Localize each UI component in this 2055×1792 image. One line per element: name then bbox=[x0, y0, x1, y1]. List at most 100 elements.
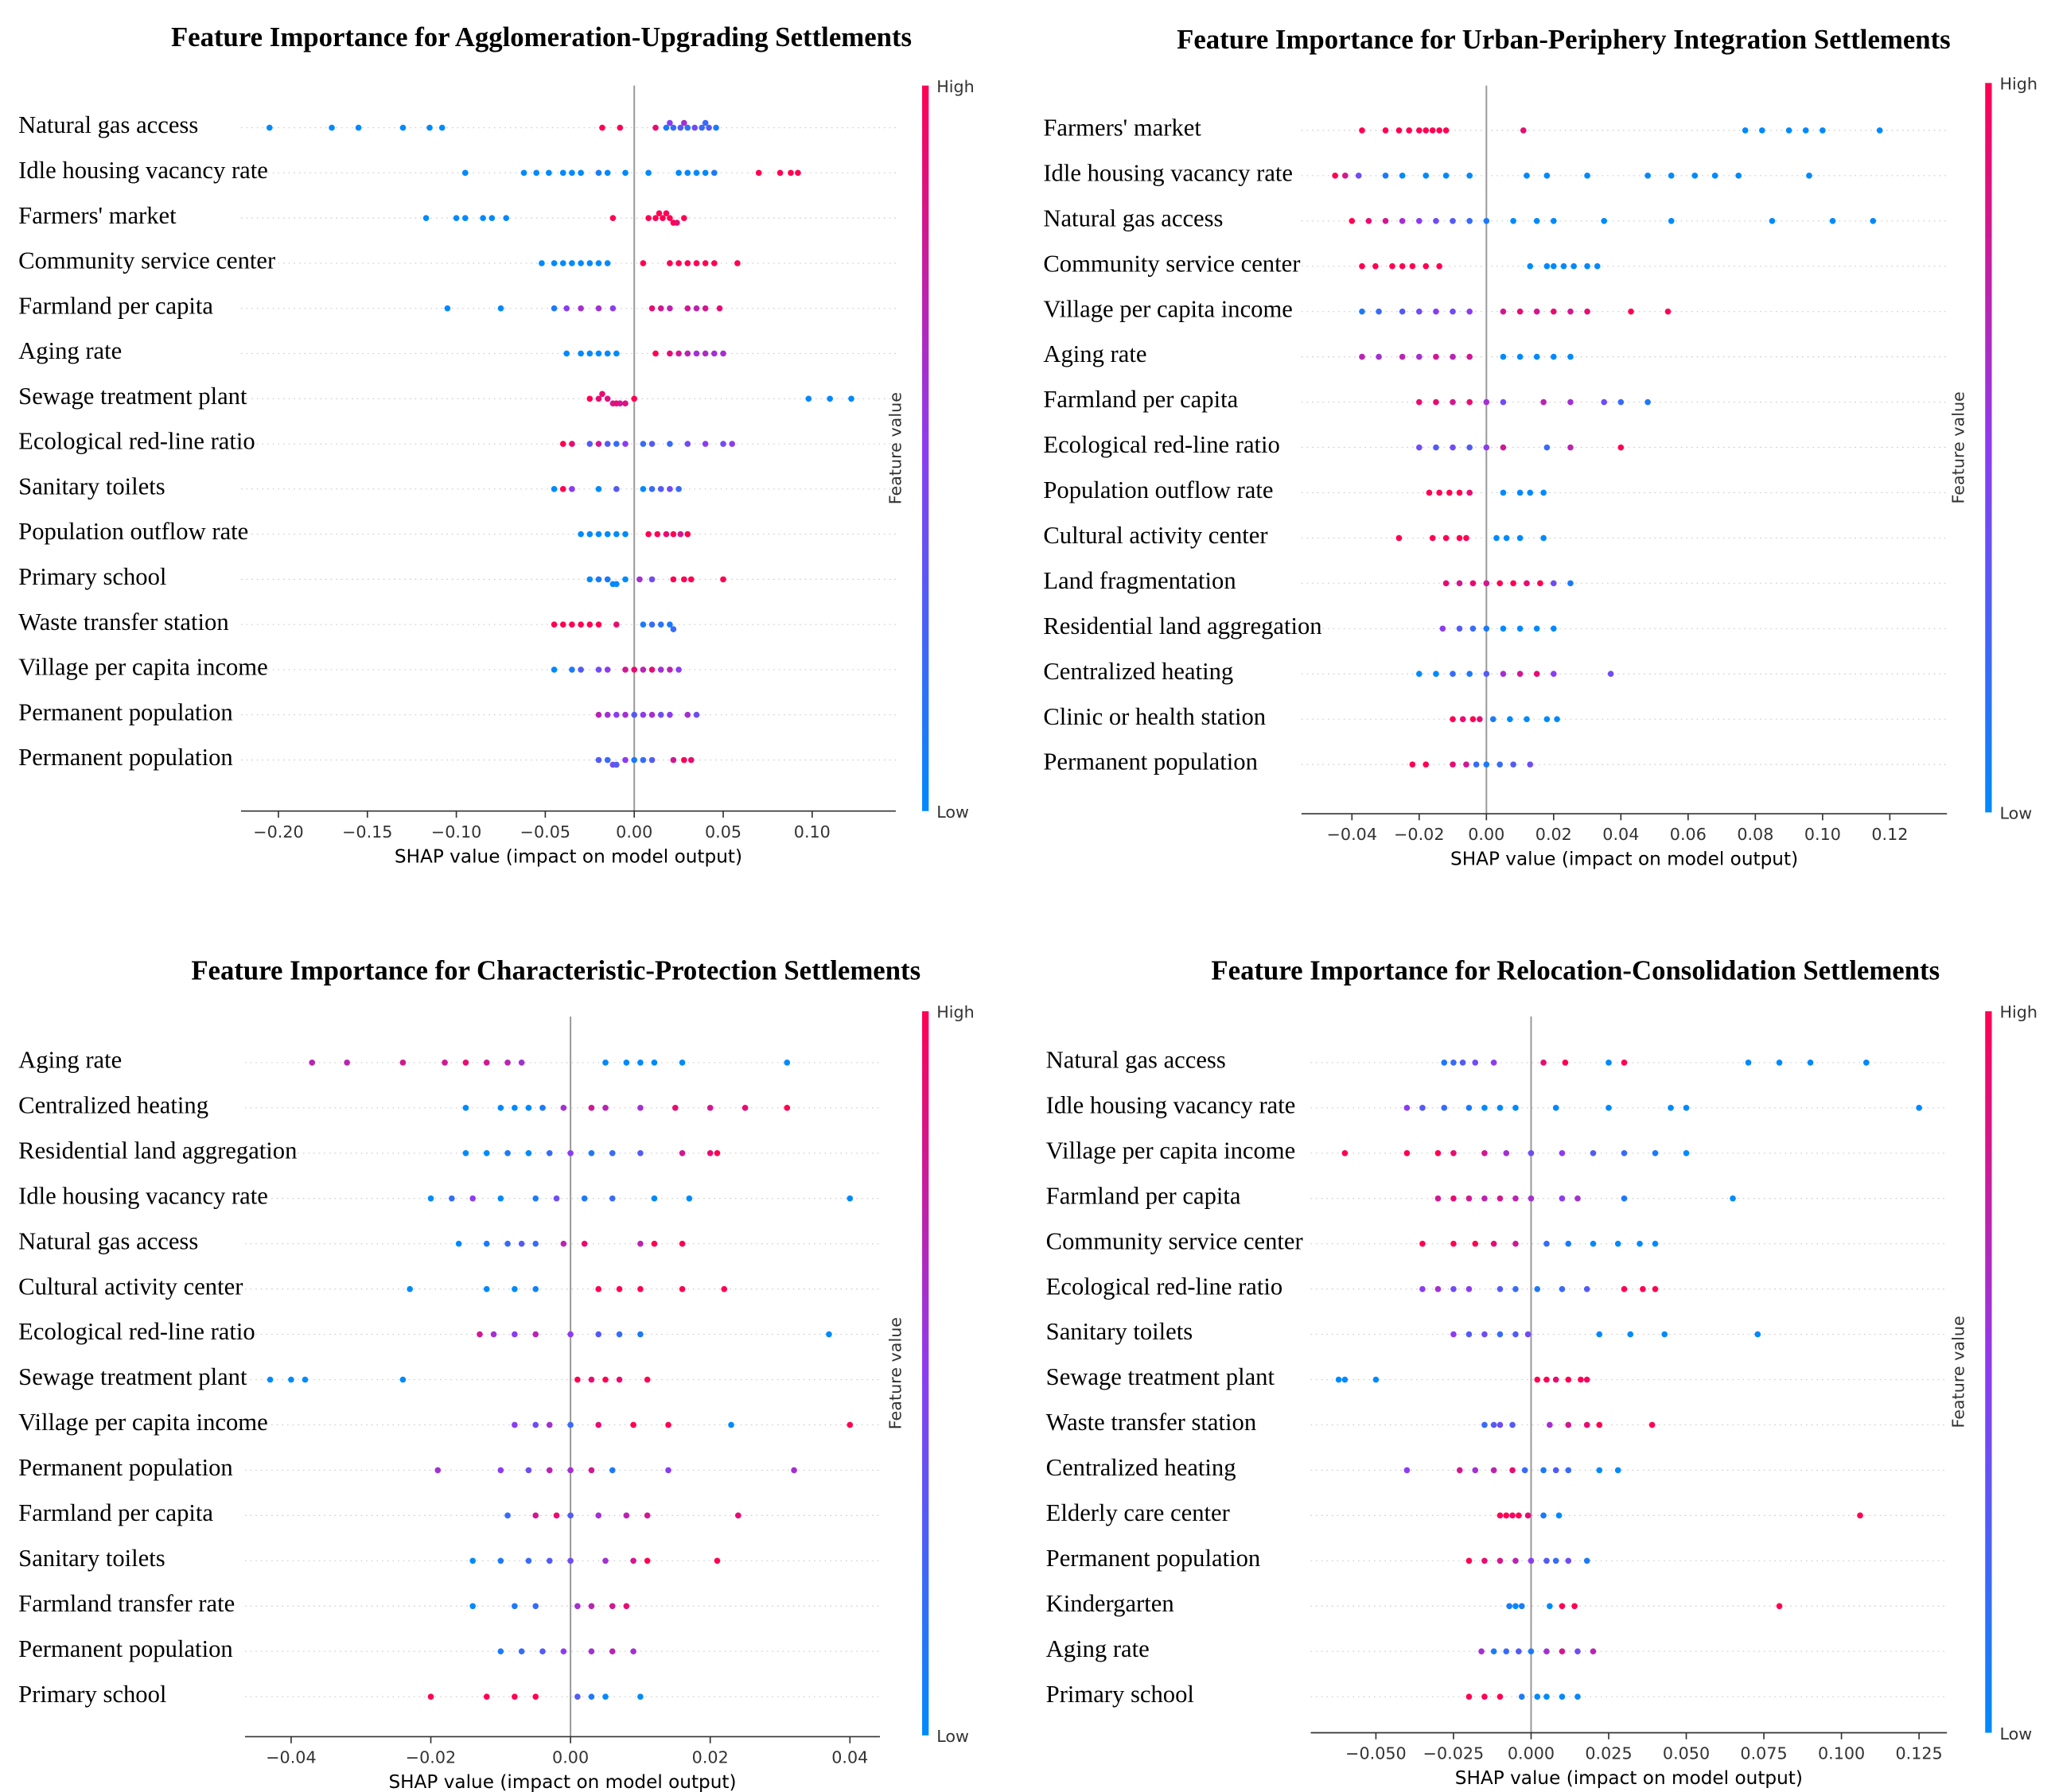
x-tick-label: 0.05 bbox=[705, 822, 741, 842]
shap-point bbox=[302, 1376, 309, 1383]
shap-point bbox=[588, 1105, 595, 1111]
shap-point bbox=[461, 169, 469, 177]
panel-characteristic-protection: Feature Importance for Characteristic-Pr… bbox=[18, 955, 975, 1792]
shap-point bbox=[702, 169, 709, 177]
shap-point bbox=[1389, 262, 1395, 270]
shap-point bbox=[533, 169, 540, 177]
shap-point bbox=[1668, 217, 1675, 224]
x-tick-label: 0.02 bbox=[1535, 825, 1572, 844]
shap-point bbox=[755, 169, 762, 177]
shap-point bbox=[586, 576, 594, 583]
shap-point bbox=[651, 1059, 658, 1066]
shap-point bbox=[1857, 1512, 1863, 1519]
shap-point bbox=[1466, 308, 1473, 315]
shap-point bbox=[713, 124, 719, 131]
shap-point bbox=[586, 260, 594, 266]
shap-point bbox=[344, 1059, 350, 1066]
shap-point bbox=[1627, 1331, 1634, 1338]
shap-point bbox=[1450, 716, 1456, 722]
shap-point bbox=[355, 124, 362, 131]
shap-point bbox=[595, 531, 602, 538]
shap-point bbox=[1469, 625, 1477, 632]
shap-point bbox=[503, 215, 510, 221]
shap-point bbox=[693, 260, 700, 266]
shap-point bbox=[1434, 1285, 1442, 1292]
shap-point bbox=[665, 1421, 671, 1429]
shap-point bbox=[1516, 1648, 1522, 1655]
shap-point bbox=[667, 119, 673, 126]
shap-point bbox=[640, 441, 647, 447]
shap-point bbox=[1450, 308, 1456, 315]
shap-point bbox=[1382, 217, 1389, 224]
x-tick-label: 0.12 bbox=[1871, 825, 1908, 844]
shap-point bbox=[1472, 1240, 1479, 1247]
shap-point bbox=[1547, 1603, 1553, 1610]
shap-point bbox=[1456, 1467, 1463, 1474]
shap-point bbox=[288, 1376, 294, 1383]
shap-point bbox=[687, 576, 695, 583]
shap-point bbox=[559, 621, 566, 628]
shap-point bbox=[1516, 308, 1524, 315]
feature-label: Community service center bbox=[1043, 250, 1300, 277]
shap-point bbox=[1496, 580, 1504, 587]
feature-label: Community service center bbox=[18, 247, 275, 274]
feature-label: Ecological red-line ratio bbox=[18, 1318, 255, 1345]
feature-label: Centralized heating bbox=[1046, 1454, 1236, 1481]
shap-point bbox=[693, 350, 700, 357]
shap-point bbox=[567, 1149, 574, 1156]
shap-point bbox=[776, 169, 784, 177]
shap-point bbox=[461, 215, 469, 221]
shap-point bbox=[1637, 1240, 1643, 1247]
shap-point bbox=[706, 1149, 714, 1156]
shap-point bbox=[1442, 173, 1450, 179]
shap-point bbox=[706, 1105, 714, 1111]
feature-label: Village per capita income bbox=[18, 1409, 268, 1436]
shap-point bbox=[1472, 1059, 1479, 1066]
feature-label: Idle housing vacancy rate bbox=[1046, 1091, 1296, 1118]
feature-label: Farmland transfer rate bbox=[18, 1590, 235, 1617]
shap-point bbox=[663, 531, 670, 538]
feature-label: Land fragmentation bbox=[1043, 567, 1236, 594]
shap-point bbox=[1512, 1603, 1519, 1610]
shap-point bbox=[1683, 1105, 1690, 1111]
shap-point bbox=[1441, 1059, 1448, 1066]
shap-point bbox=[532, 1693, 539, 1700]
shap-point bbox=[637, 1285, 644, 1292]
shap-point bbox=[1490, 1421, 1497, 1429]
shap-point bbox=[1496, 1421, 1504, 1429]
shap-point bbox=[667, 350, 673, 357]
shap-point bbox=[1439, 625, 1446, 632]
shap-point bbox=[595, 486, 602, 492]
shap-point bbox=[588, 1149, 595, 1156]
x-tick-label: −0.02 bbox=[406, 1748, 456, 1767]
shap-point bbox=[1415, 127, 1423, 134]
x-tick-label: 0.125 bbox=[1895, 1744, 1942, 1763]
shap-point bbox=[1829, 217, 1836, 224]
shap-point bbox=[599, 124, 605, 131]
shap-point bbox=[675, 486, 682, 492]
shap-point bbox=[670, 576, 677, 583]
shap-point bbox=[569, 667, 575, 673]
shap-point bbox=[1578, 1376, 1584, 1383]
shap-point bbox=[539, 260, 545, 266]
shap-point bbox=[684, 305, 691, 312]
shap-point bbox=[559, 486, 566, 492]
shap-point bbox=[483, 1240, 490, 1247]
shap-point bbox=[422, 215, 430, 221]
shap-point bbox=[675, 667, 682, 673]
shap-point bbox=[657, 711, 664, 718]
shap-point bbox=[1450, 353, 1456, 360]
shap-point bbox=[1365, 217, 1372, 224]
feature-label: Permanent population bbox=[18, 1635, 233, 1662]
shap-point bbox=[1516, 534, 1524, 542]
shap-point bbox=[569, 260, 575, 266]
colorbar-title: Feature value bbox=[886, 1317, 905, 1429]
shap-point bbox=[602, 1557, 609, 1565]
x-tick-label: −0.025 bbox=[1423, 1744, 1485, 1763]
shap-point bbox=[648, 441, 656, 447]
shap-point bbox=[1574, 1648, 1581, 1655]
shap-point bbox=[1483, 625, 1490, 632]
shap-point bbox=[602, 1376, 609, 1383]
shap-point bbox=[449, 1195, 455, 1202]
